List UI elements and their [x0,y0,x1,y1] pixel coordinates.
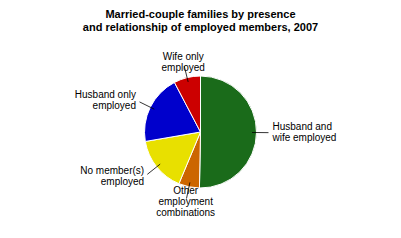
html-text:Married-couple families by pre: Married-couple families by presence and … [82,8,319,33]
svg-text:Wife onlyemployed: Wife onlyemployed [162,50,205,72]
svg-text:No member(s)employed: No member(s)employed [80,165,144,187]
svg-text:Husband andwife employed: Husband andwife employed [271,121,336,143]
svg-text:Husband onlyemployed: Husband onlyemployed [75,88,136,110]
svg-text:Otheremploymentcombinations: Otheremploymentcombinations [156,185,215,218]
